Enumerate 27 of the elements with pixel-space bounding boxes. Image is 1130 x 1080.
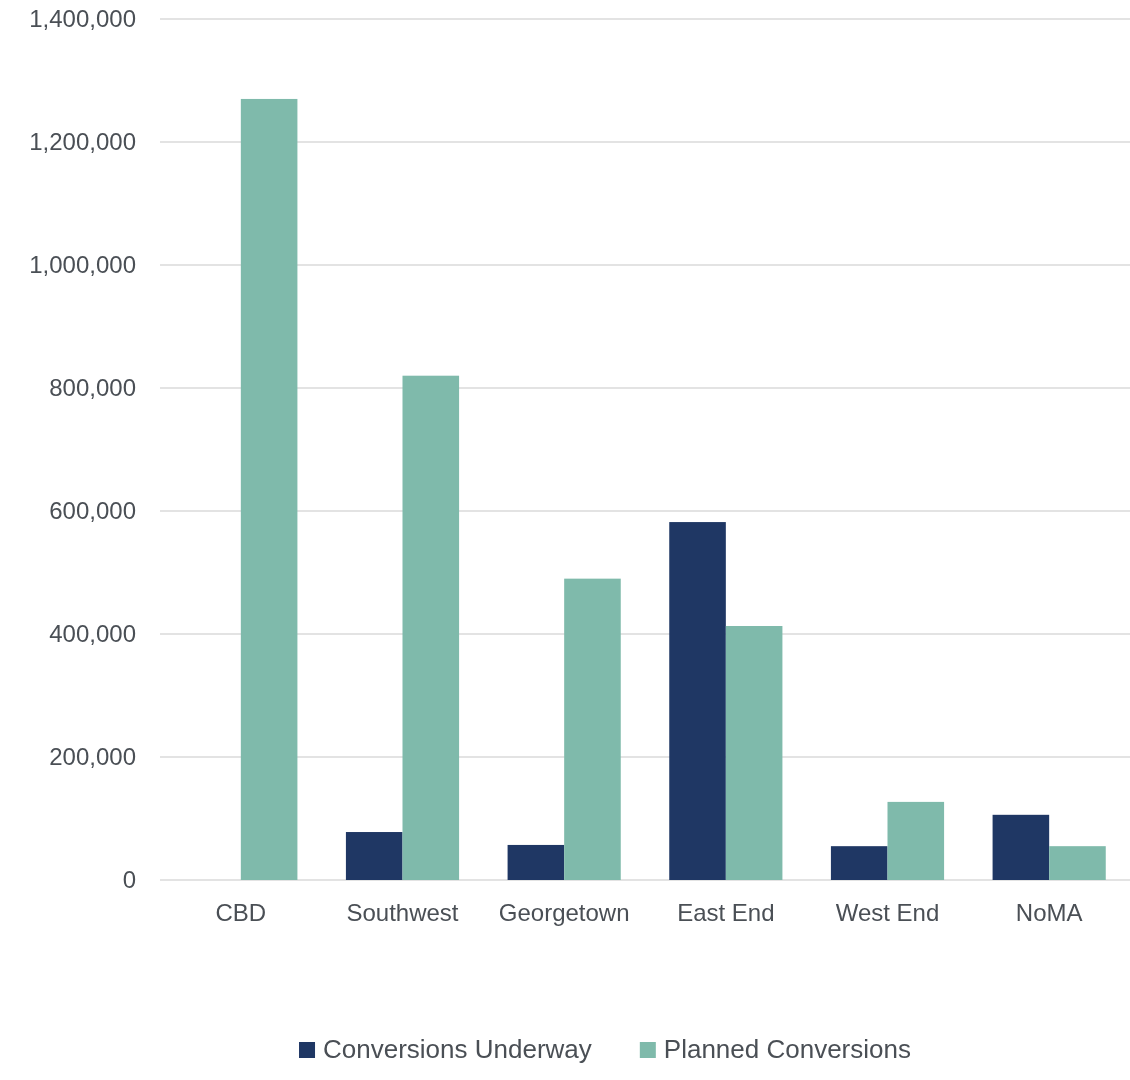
x-tick-label: East End	[677, 899, 775, 927]
bar	[887, 801, 945, 880]
y-tick-label: 1,400,000	[29, 5, 136, 33]
y-tick-label: 800,000	[49, 374, 136, 402]
y-tick-label: 600,000	[49, 497, 136, 525]
bar	[830, 846, 888, 880]
bar	[402, 375, 460, 880]
bar	[240, 98, 298, 880]
y-tick-label: 200,000	[49, 743, 136, 771]
x-tick-label: CBD	[215, 899, 267, 927]
x-tick-label: West End	[835, 899, 940, 927]
bar	[992, 814, 1050, 880]
y-tick-label: 400,000	[49, 620, 136, 648]
x-tick-label: NoMA	[1015, 899, 1083, 927]
x-tick-label: Southwest	[346, 899, 459, 927]
y-tick-label: 1,000,000	[29, 251, 136, 279]
bar	[564, 578, 621, 880]
x-tick-label: Georgetown	[498, 899, 630, 927]
y-tick-label: 1,200,000	[29, 128, 136, 156]
bar	[725, 626, 783, 880]
legend-label: Planned Conversions	[663, 1034, 911, 1064]
bar	[1049, 846, 1106, 880]
y-tick-label: 0	[122, 866, 136, 894]
legend-label: Conversions Underway	[323, 1034, 592, 1064]
bar	[345, 832, 403, 880]
bar	[507, 844, 565, 880]
bar	[669, 522, 726, 880]
